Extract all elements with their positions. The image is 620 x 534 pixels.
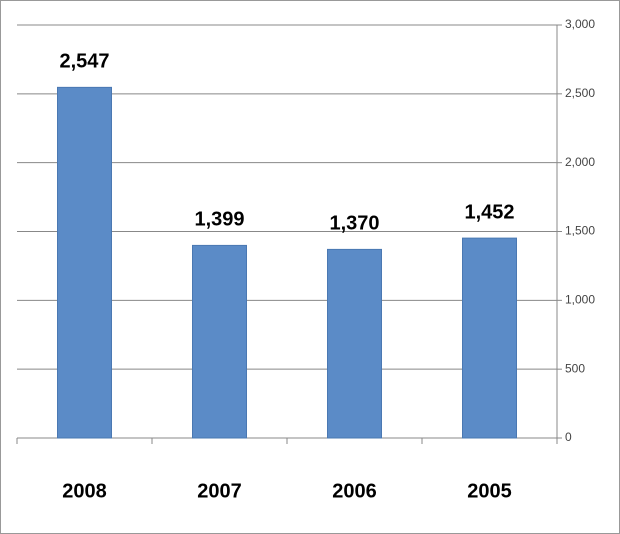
y-tick-label: 500	[565, 361, 585, 375]
data-label: 1,370	[329, 213, 379, 235]
bar	[327, 248, 382, 439]
data-label: 2,547	[59, 51, 109, 73]
x-tick-label: 2008	[62, 480, 107, 502]
y-tick-label: 2,500	[565, 86, 595, 100]
y-tick-label: 1,500	[565, 224, 595, 238]
x-tick-label: 2006	[332, 480, 377, 502]
x-tick-label: 2007	[197, 480, 242, 502]
bar	[57, 86, 112, 439]
y-tick-label: 3,000	[565, 17, 595, 31]
bar	[192, 244, 247, 439]
data-label: 1,399	[194, 209, 244, 231]
bar	[462, 237, 517, 439]
y-tick-label: 1,000	[565, 293, 595, 307]
data-label: 1,452	[464, 201, 514, 223]
x-tick-label: 2005	[467, 480, 512, 502]
y-tick-label: 2,000	[565, 155, 595, 169]
y-tick-label: 0	[565, 430, 572, 444]
